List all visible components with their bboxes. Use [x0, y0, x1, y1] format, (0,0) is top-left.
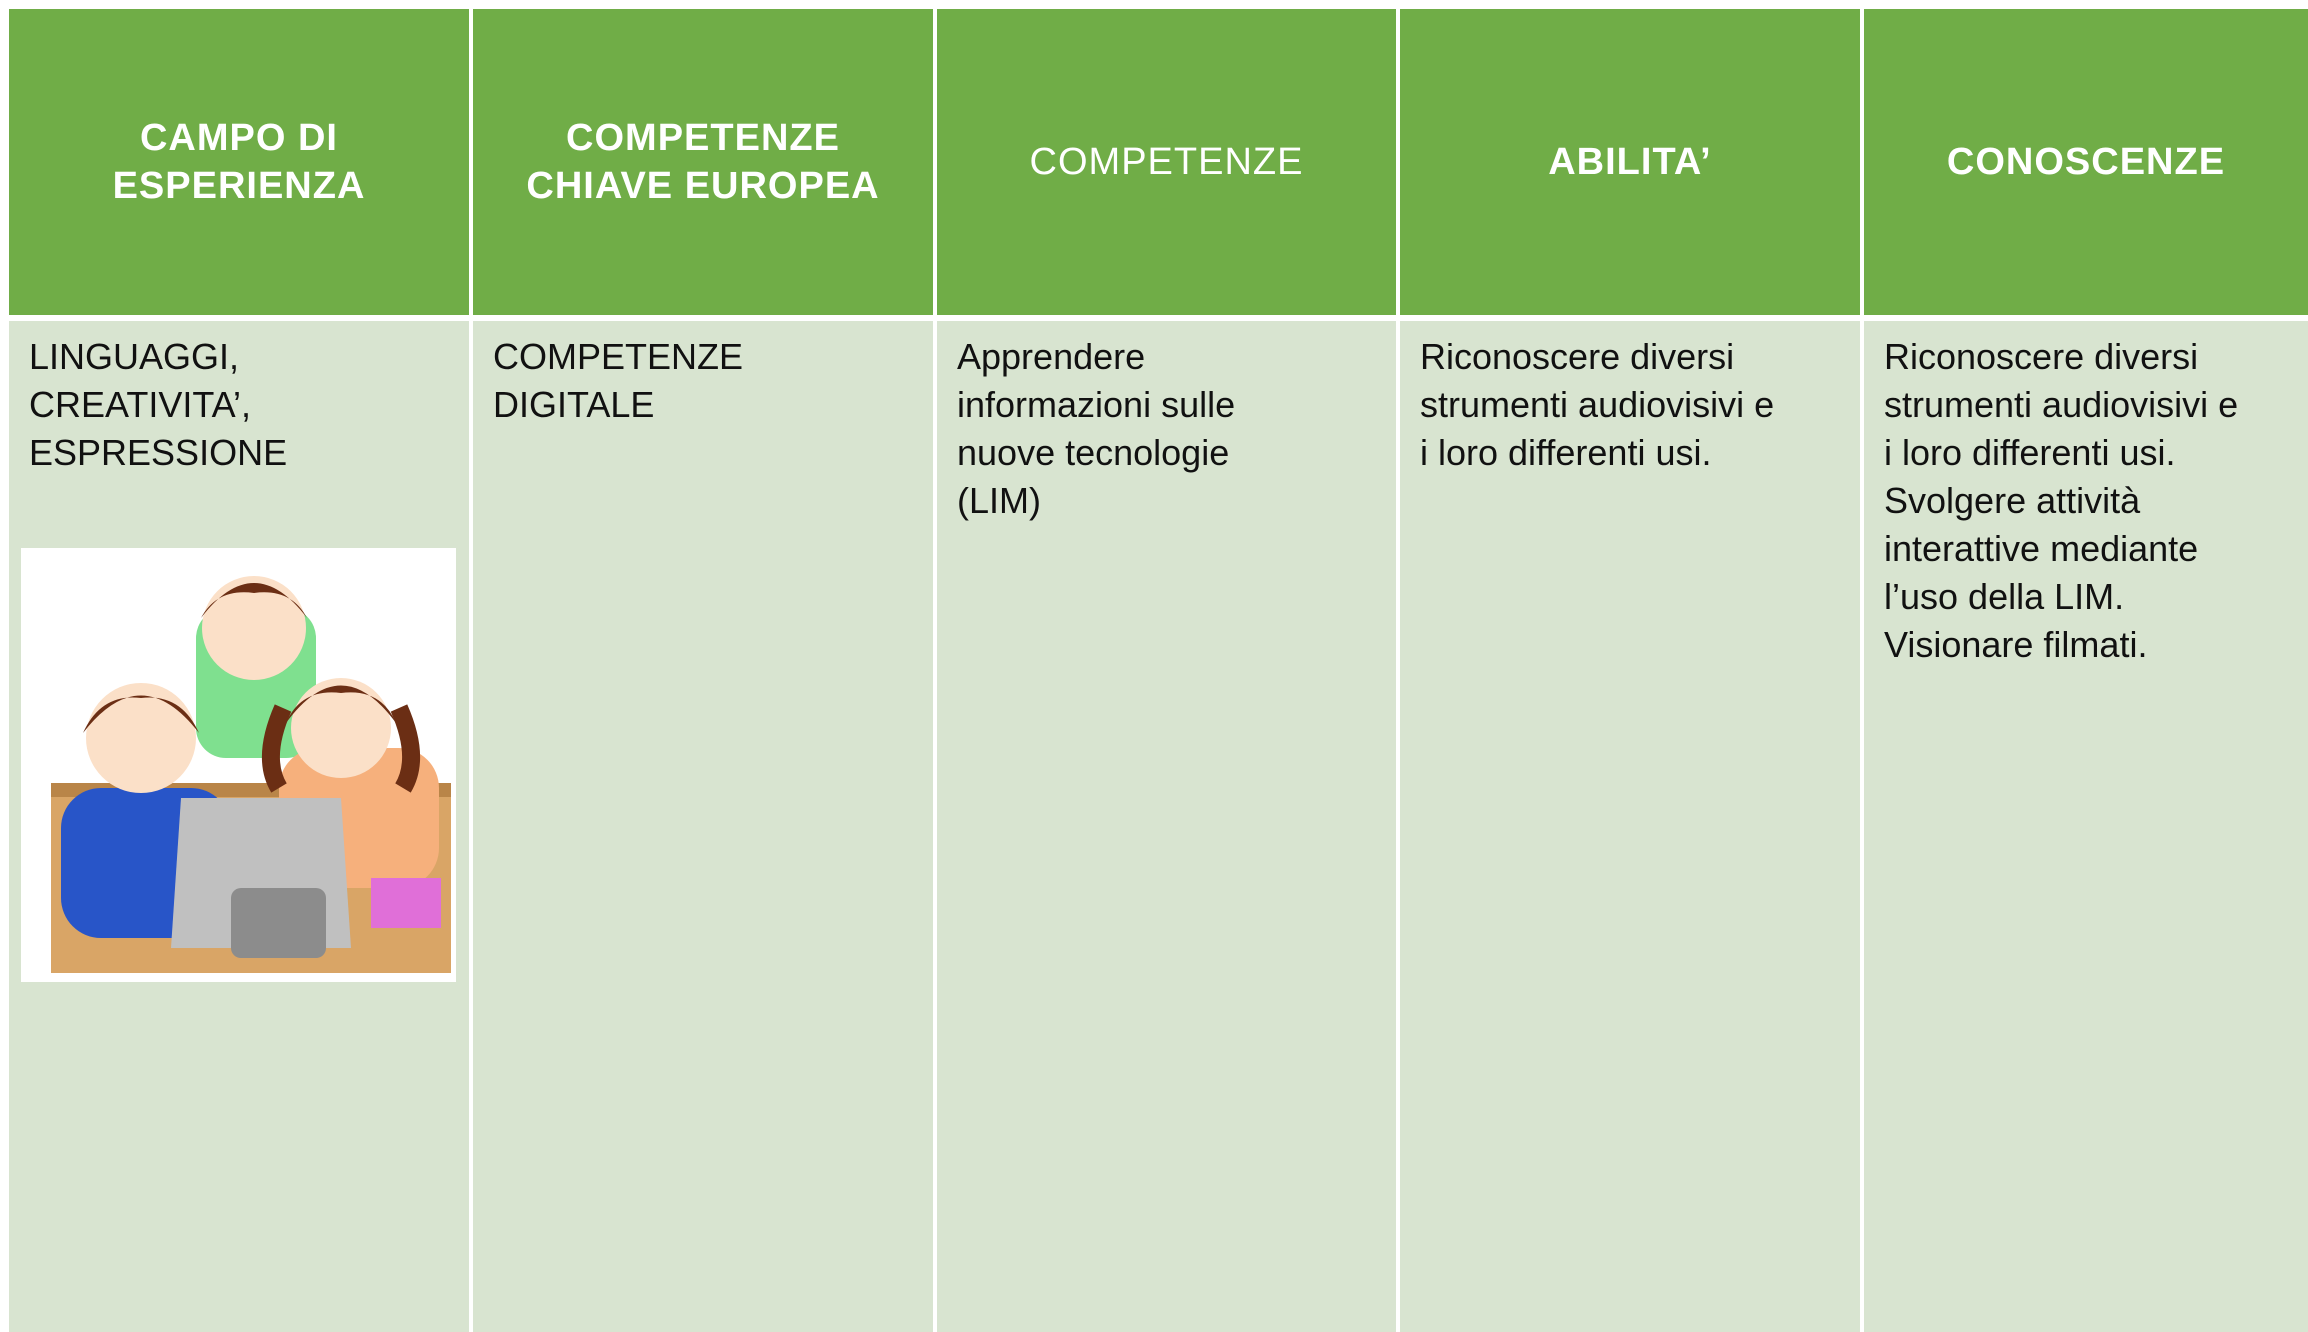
text-line: COMPETENZE: [1029, 141, 1304, 183]
text-line: ABILITA’: [1548, 141, 1712, 183]
header-cell: COMPETENZE: [937, 9, 1396, 315]
text-line: l’uso della LIM.: [1884, 576, 2125, 617]
text-line: CHIAVE EUROPEA: [526, 165, 880, 207]
cell-text: COMPETENZE CHIAVE EUROPEA: [526, 114, 879, 210]
cell-text: LINGUAGGI, CREATIVITA’, ESPRESSIONE: [29, 333, 449, 477]
cell-text: COMPETENZE: [1030, 138, 1304, 186]
text-line: COMPETENZE: [493, 336, 744, 377]
body-cell: COMPETENZE DIGITALE: [473, 321, 933, 1332]
header-cell: CAMPO DI ESPERIENZA: [9, 9, 469, 315]
illustration: [21, 548, 456, 982]
text-line: Apprendere: [957, 336, 1146, 377]
text-line: i loro differenti usi.: [1420, 432, 1712, 473]
text-line: CREATIVITA’,: [29, 384, 252, 425]
text-line: (LIM): [957, 480, 1041, 521]
text-line: strumenti audiovisivi e: [1884, 384, 2239, 425]
text-line: Svolgere attività: [1884, 480, 2141, 521]
text-line: DIGITALE: [493, 384, 655, 425]
header-cell: COMPETENZE CHIAVE EUROPEA: [473, 9, 933, 315]
text-line: COMPETENZE: [566, 117, 840, 159]
cell-text: COMPETENZE DIGITALE: [493, 333, 913, 429]
text-line: ESPERIENZA: [112, 165, 366, 207]
text-line: strumenti audiovisivi e: [1420, 384, 1775, 425]
body-cell: Riconoscere diversi strumenti audiovisivi…: [1864, 321, 2308, 1332]
cell-text: ABILITA’: [1548, 138, 1712, 186]
text-line: Riconoscere diversi: [1420, 336, 1735, 377]
text-line: Riconoscere diversi: [1884, 336, 2199, 377]
cell-text: Riconoscere diversi strumenti audiovisivi…: [1884, 333, 2288, 669]
cell-text: CONOSCENZE: [1947, 138, 2225, 186]
text-line: CAMPO DI: [139, 117, 338, 159]
cell-text: Apprendere informazioni sulle nuove tecnol…: [957, 333, 1376, 525]
body-cell: Riconoscere diversi strumenti audiovisivi…: [1400, 321, 1860, 1332]
text-line: informazioni sulle: [957, 384, 1236, 425]
header-cell: ABILITA’: [1400, 9, 1860, 315]
text-line: i loro differenti usi.: [1884, 432, 2176, 473]
text-line: nuove tecnologie: [957, 432, 1230, 473]
header-cell: CONOSCENZE: [1864, 9, 2308, 315]
text-line: interattive mediante: [1884, 528, 2199, 569]
body-cell: Apprendere informazioni sulle nuove tecnol…: [937, 321, 1396, 1332]
cell-text: Riconoscere diversi strumenti audiovisivi…: [1420, 333, 1840, 477]
text-line: ESPRESSIONE: [29, 432, 288, 473]
cell-text: CAMPO DI ESPERIENZA: [113, 114, 366, 210]
text-line: Visionare filmati.: [1884, 624, 2148, 665]
text-line: LINGUAGGI,: [29, 336, 240, 377]
text-line: CONOSCENZE: [1946, 141, 2226, 183]
